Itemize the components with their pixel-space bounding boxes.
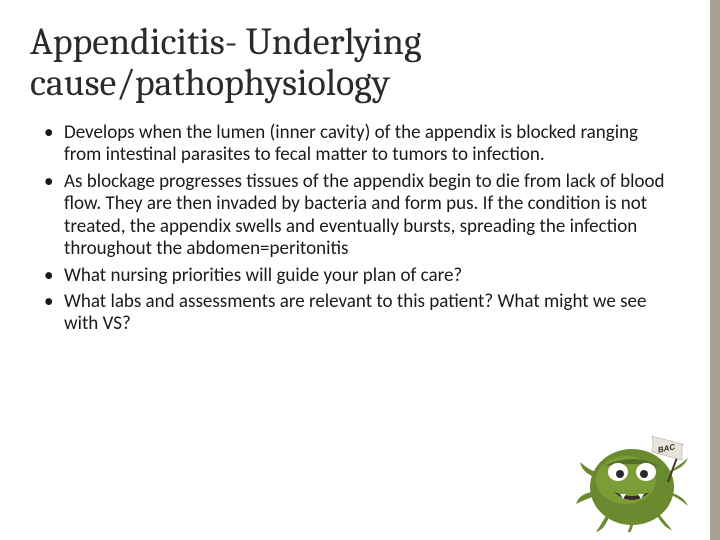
slide-title: Appendicitis- Underlying cause/pathophys…	[30, 22, 672, 104]
slide-container: Appendicitis- Underlying cause/pathophys…	[0, 0, 720, 336]
slide-body: Develops when the lumen (inner cavity) o…	[30, 122, 672, 336]
bullet-item: What nursing priorities will guide your …	[42, 265, 672, 287]
right-accent-bar	[710, 0, 720, 540]
bullet-item: As blockage progresses tissues of the ap…	[42, 171, 672, 261]
bullet-list: Develops when the lumen (inner cavity) o…	[42, 122, 672, 336]
bacteria-monster-illustration: BAC	[574, 422, 694, 532]
bullet-item: What labs and assessments are relevant t…	[42, 291, 672, 336]
bullet-item: Develops when the lumen (inner cavity) o…	[42, 122, 672, 167]
